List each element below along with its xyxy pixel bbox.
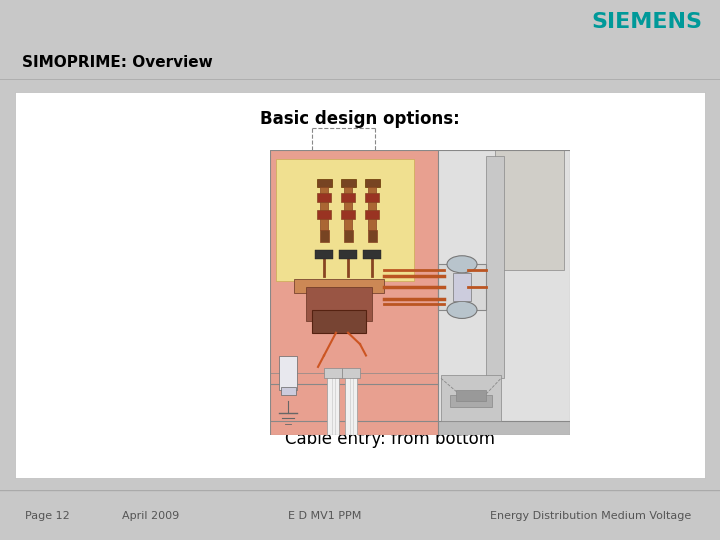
Bar — [343, 230, 353, 241]
Bar — [369, 187, 376, 230]
Text: Cable entry: from bottom: Cable entry: from bottom — [285, 430, 495, 448]
Bar — [456, 390, 486, 401]
Bar — [342, 368, 360, 379]
Bar — [279, 355, 297, 390]
Bar — [306, 287, 372, 321]
Bar — [438, 150, 570, 435]
Bar — [324, 368, 342, 379]
Bar — [453, 273, 471, 301]
Bar — [365, 193, 379, 201]
Bar — [276, 159, 414, 281]
Text: E D MV1 PPM: E D MV1 PPM — [288, 511, 361, 521]
Bar — [270, 150, 438, 435]
Bar — [315, 250, 333, 259]
Bar — [341, 210, 354, 219]
Bar — [320, 187, 328, 230]
Bar — [312, 310, 366, 333]
Text: SIMOPRIME: Overview: SIMOPRIME: Overview — [22, 55, 212, 70]
Bar — [450, 395, 492, 407]
Text: Basic design options:: Basic design options: — [260, 110, 460, 128]
Bar — [327, 373, 339, 435]
Bar — [486, 156, 504, 379]
Text: April 2009: April 2009 — [122, 511, 180, 521]
Bar — [320, 230, 328, 241]
Text: Page 12: Page 12 — [25, 511, 70, 521]
Bar — [339, 250, 357, 259]
Text: Energy Distribution Medium Voltage: Energy Distribution Medium Voltage — [490, 511, 691, 521]
Bar — [438, 421, 570, 435]
Text: SIEMENS: SIEMENS — [591, 12, 702, 32]
Bar — [281, 387, 295, 395]
Bar — [367, 230, 377, 241]
Bar — [495, 150, 564, 270]
Bar — [438, 264, 486, 310]
Bar — [363, 250, 381, 259]
Bar — [318, 210, 330, 219]
Ellipse shape — [447, 301, 477, 319]
Bar — [344, 187, 351, 230]
Bar — [365, 210, 379, 219]
Bar — [364, 179, 379, 187]
Bar — [441, 375, 501, 421]
Bar — [318, 193, 330, 201]
Bar — [341, 179, 356, 187]
Bar — [345, 373, 357, 435]
Ellipse shape — [447, 256, 477, 273]
Bar — [294, 279, 384, 293]
Bar — [341, 193, 354, 201]
Bar — [317, 179, 331, 187]
